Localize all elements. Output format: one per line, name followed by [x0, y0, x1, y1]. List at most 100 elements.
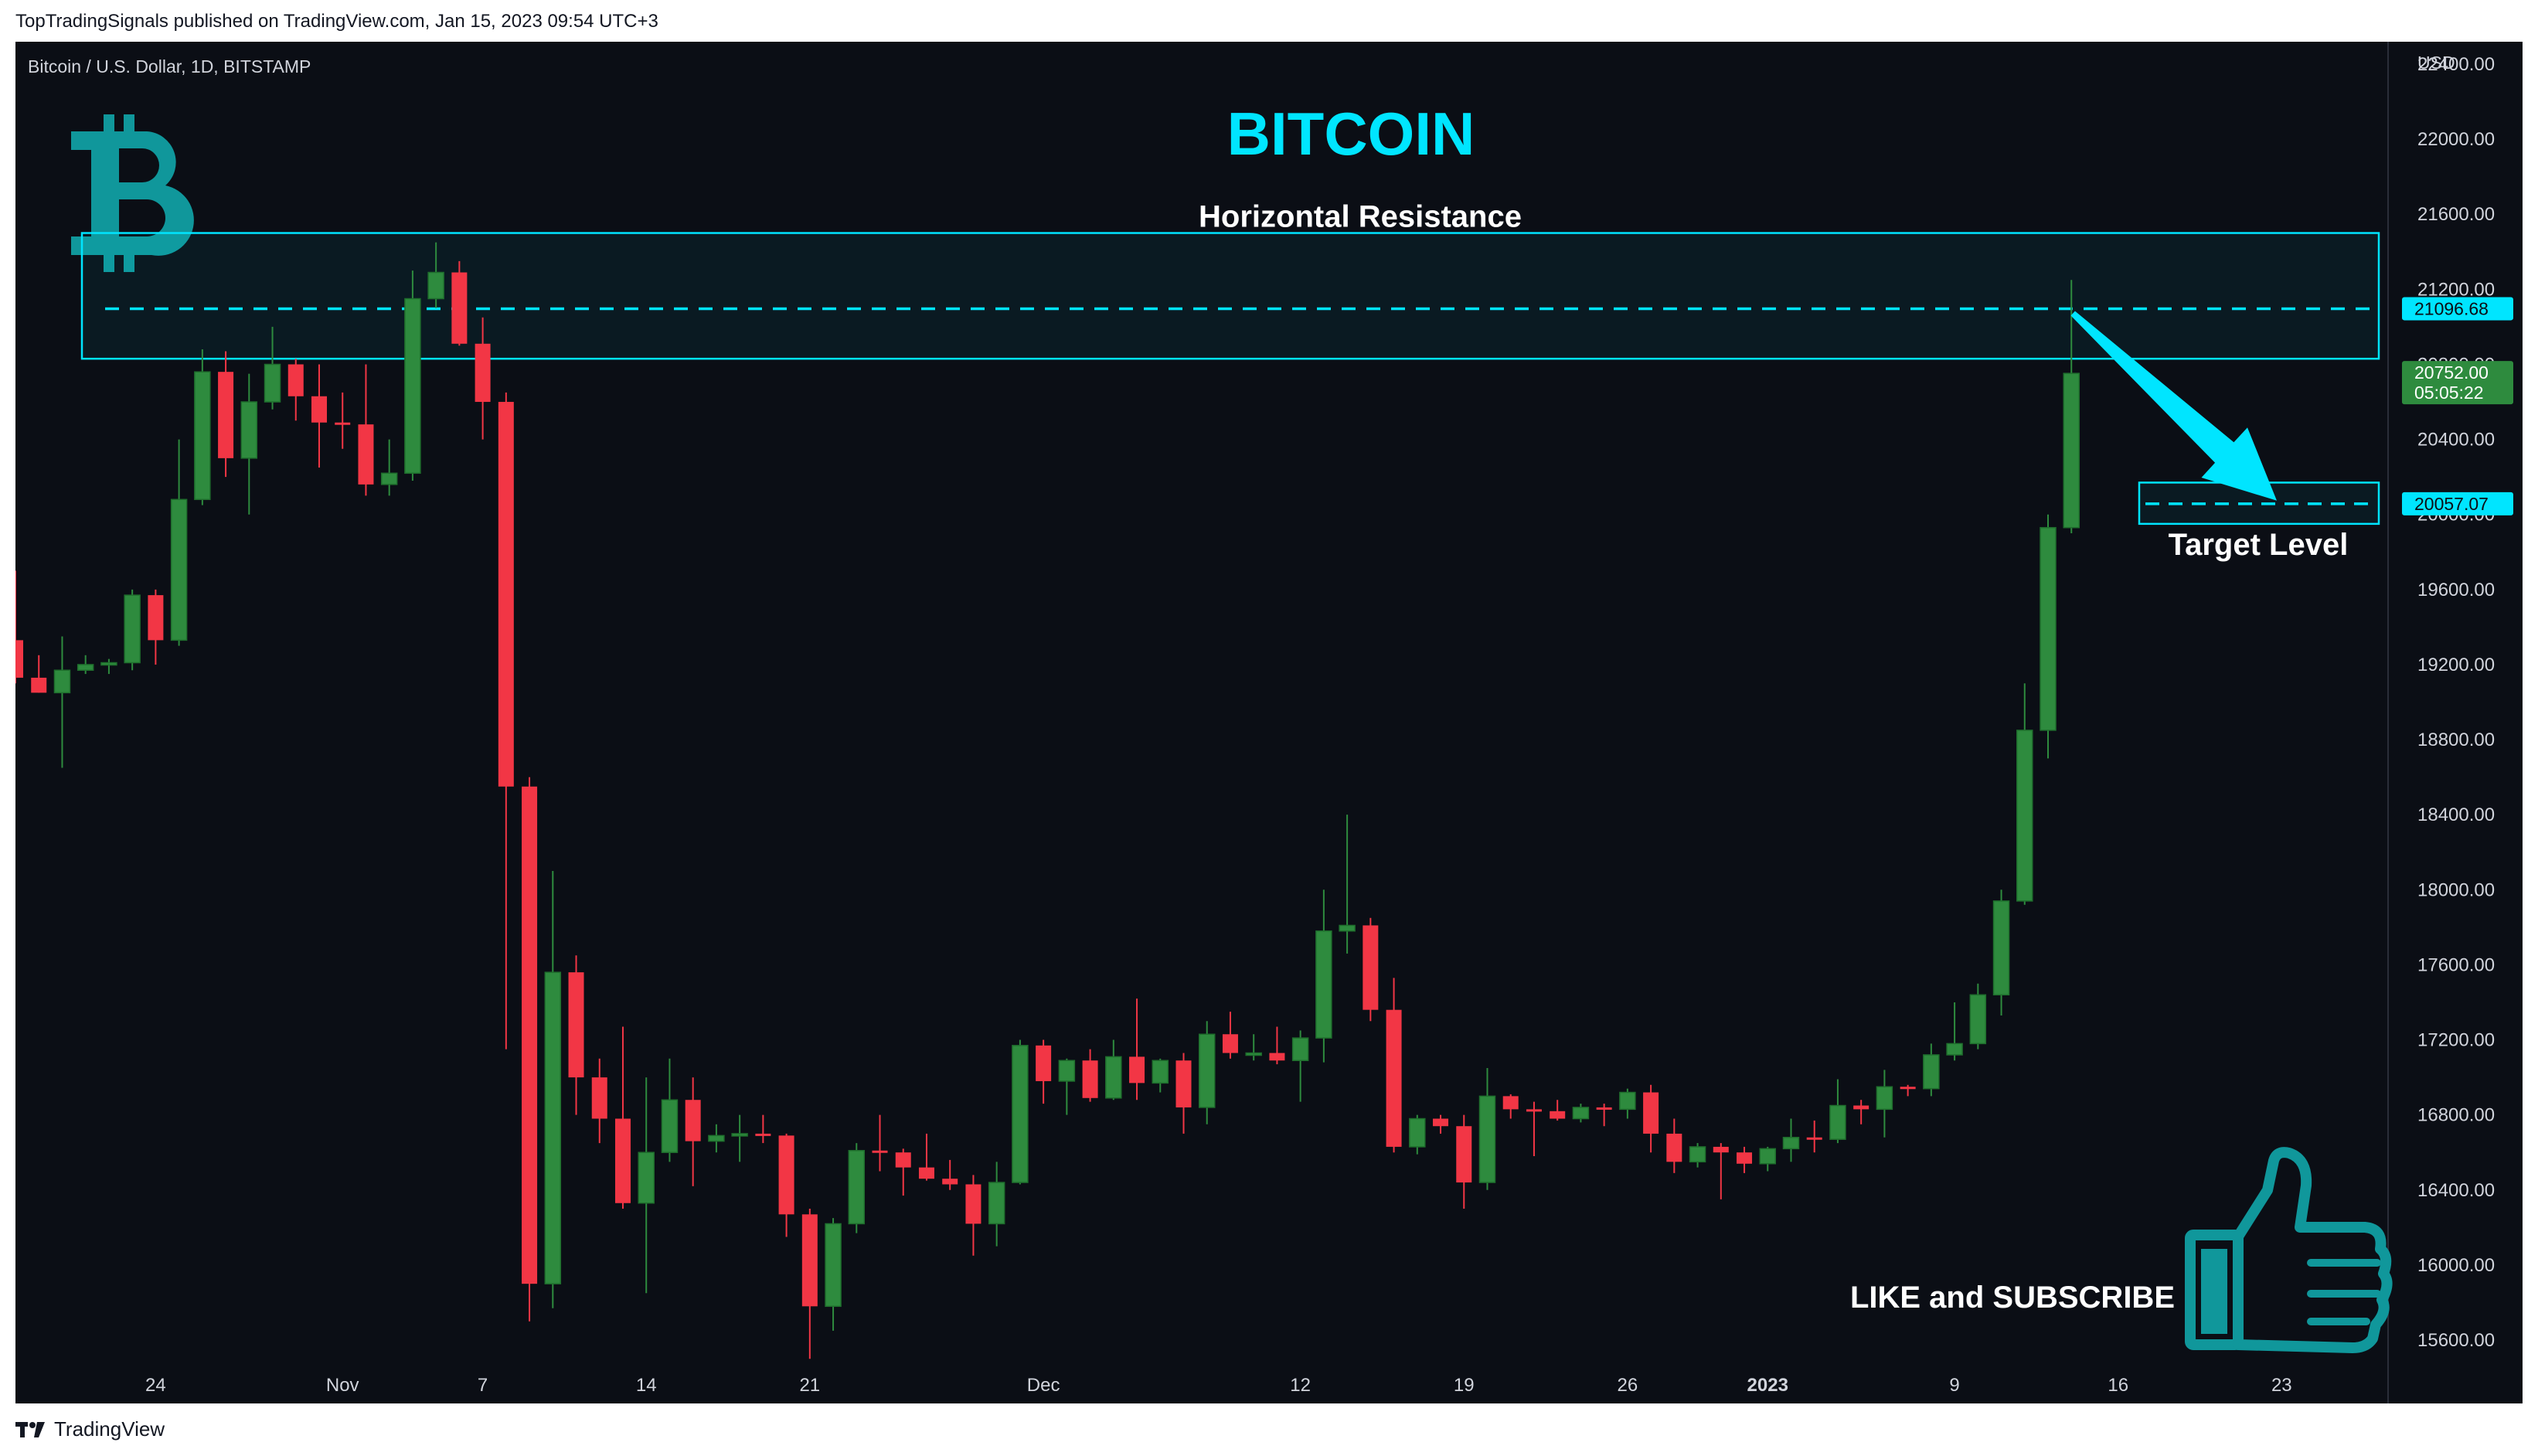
time-axis[interactable]: 24 Nov 7 14 21 Dec 12 19 26 2023 9 16 23 — [145, 1375, 2292, 1396]
candle-2022-11-15[interactable] — [661, 1058, 679, 1162]
candle-2022-11-18[interactable] — [731, 1114, 748, 1162]
x-tick-label: 9 — [1949, 1375, 1959, 1396]
candle-2022-11-04[interactable] — [404, 270, 421, 481]
candle-2022-10-22[interactable] — [100, 658, 117, 675]
candle-2022-10-19[interactable] — [31, 655, 47, 693]
candle-2022-10-27[interactable] — [218, 351, 234, 478]
candle-2023-01-13[interactable] — [2040, 514, 2057, 759]
candle-2022-11-01[interactable] — [335, 392, 351, 449]
candle-2022-12-04[interactable] — [1105, 1039, 1122, 1101]
candle-2022-11-20[interactable] — [778, 1133, 794, 1237]
candle-2022-12-14[interactable] — [1339, 815, 1356, 954]
candle-2023-01-03[interactable] — [1806, 1120, 1822, 1153]
candle-2022-12-16[interactable] — [1386, 978, 1402, 1153]
candle-2022-12-30[interactable] — [1713, 1143, 1729, 1199]
candle-2022-12-15[interactable] — [1363, 917, 1379, 1022]
candle-2022-12-28[interactable] — [1666, 1118, 1682, 1173]
candle-2022-12-12[interactable] — [1291, 1030, 1309, 1102]
candle-2022-11-29[interactable] — [988, 1162, 1005, 1247]
candle-2022-11-13[interactable] — [614, 1026, 631, 1209]
candle-2023-01-05[interactable] — [1853, 1100, 1869, 1124]
footer-brand[interactable]: TradingView — [15, 1417, 165, 1441]
candle-2022-12-18[interactable] — [1433, 1114, 1449, 1134]
candle-2022-10-18[interactable] — [8, 570, 23, 684]
candle-2022-12-23[interactable] — [1550, 1100, 1566, 1121]
candle-2022-12-26[interactable] — [1619, 1088, 1636, 1119]
candle-2022-11-12[interactable] — [591, 1058, 607, 1144]
candle-2023-01-11[interactable] — [1992, 890, 2010, 1015]
candle-2022-10-31[interactable] — [311, 364, 327, 468]
candle-2023-01-01[interactable] — [1759, 1146, 1776, 1172]
candle-2022-11-06[interactable] — [451, 260, 468, 346]
candle-2022-10-25[interactable] — [170, 439, 188, 646]
candle-2022-10-20[interactable] — [53, 636, 71, 768]
candle-2023-01-10[interactable] — [1969, 983, 1987, 1049]
candle-2023-01-08[interactable] — [1923, 1043, 1940, 1097]
candle-2022-11-27[interactable] — [942, 1159, 958, 1190]
candle-body — [1245, 1052, 1262, 1056]
candle-2022-11-22[interactable] — [825, 1218, 842, 1331]
candle-2022-12-05[interactable] — [1129, 998, 1145, 1101]
candle-2022-12-07[interactable] — [1175, 1053, 1192, 1134]
candle-2022-11-28[interactable] — [965, 1175, 982, 1256]
candle-2022-10-30[interactable] — [287, 359, 304, 421]
candle-2022-11-03[interactable] — [380, 439, 398, 496]
candle-2022-11-21[interactable] — [801, 1209, 818, 1359]
candle-2022-12-08[interactable] — [1198, 1021, 1216, 1124]
candle-2022-12-29[interactable] — [1689, 1143, 1706, 1168]
candle-2022-11-07[interactable] — [475, 317, 491, 440]
candle-2022-12-06[interactable] — [1152, 1058, 1169, 1093]
candle-2022-12-01[interactable] — [1036, 1039, 1052, 1104]
candle-body — [1713, 1146, 1729, 1153]
candle-2022-12-17[interactable] — [1409, 1114, 1426, 1155]
candle-2022-12-20[interactable] — [1478, 1067, 1496, 1190]
candle-2022-11-14[interactable] — [638, 1077, 655, 1294]
x-tick-label: 21 — [799, 1375, 820, 1396]
candle-2022-11-26[interactable] — [918, 1133, 934, 1181]
candle-2022-12-09[interactable] — [1222, 1012, 1238, 1059]
candle-body — [1689, 1146, 1706, 1163]
candle-2022-10-23[interactable] — [124, 589, 141, 671]
candle-2023-01-06[interactable] — [1876, 1070, 1893, 1138]
candle-2022-12-11[interactable] — [1269, 1026, 1285, 1065]
candle-2022-11-24[interactable] — [872, 1114, 888, 1172]
candle-2022-11-05[interactable] — [427, 242, 444, 308]
candle-2022-11-16[interactable] — [685, 1077, 701, 1186]
price-label-bg — [2402, 492, 2513, 515]
candle-2022-11-30[interactable] — [1012, 1039, 1029, 1185]
candle-2022-10-29[interactable] — [264, 326, 281, 410]
candle-2022-11-19[interactable] — [755, 1114, 771, 1144]
candle-2022-11-09[interactable] — [522, 777, 538, 1322]
candle-2022-11-25[interactable] — [895, 1148, 911, 1196]
resistance-zone[interactable] — [80, 232, 2380, 360]
candle-2022-12-03[interactable] — [1082, 1049, 1098, 1102]
candle-2022-12-13[interactable] — [1315, 890, 1332, 1063]
candle-2022-10-26[interactable] — [194, 349, 211, 505]
candle-2022-12-22[interactable] — [1526, 1101, 1542, 1157]
candle-2023-01-07[interactable] — [1900, 1084, 1916, 1097]
candle-2022-10-21[interactable] — [77, 655, 94, 675]
candle-2022-11-10[interactable] — [544, 871, 562, 1308]
candle-2023-01-12[interactable] — [2016, 683, 2033, 905]
candle-2022-12-21[interactable] — [1502, 1094, 1519, 1119]
candle-2022-10-28[interactable] — [240, 373, 258, 515]
candle-2022-12-25[interactable] — [1596, 1104, 1612, 1127]
candle-2022-11-11[interactable] — [568, 955, 584, 1115]
candle-2022-12-02[interactable] — [1058, 1058, 1076, 1115]
candle-2022-12-31[interactable] — [1737, 1146, 1753, 1173]
candle-2022-11-17[interactable] — [708, 1124, 725, 1153]
candle-2022-11-23[interactable] — [848, 1143, 866, 1233]
plot-area[interactable] — [8, 232, 2380, 1359]
candle-2022-12-24[interactable] — [1572, 1104, 1590, 1123]
candle-2022-12-19[interactable] — [1456, 1114, 1472, 1209]
candle-2022-10-24[interactable] — [148, 589, 164, 665]
candle-2022-12-27[interactable] — [1643, 1084, 1659, 1153]
candle-2023-01-04[interactable] — [1829, 1079, 1846, 1144]
candle-2023-01-09[interactable] — [1946, 1002, 1963, 1061]
candle-2022-12-10[interactable] — [1245, 1034, 1262, 1061]
candle-2022-11-08[interactable] — [498, 392, 514, 1049]
candle-2023-01-02[interactable] — [1782, 1118, 1800, 1162]
candle-2022-11-02[interactable] — [358, 364, 374, 496]
candle-2023-01-14[interactable] — [2063, 280, 2080, 533]
